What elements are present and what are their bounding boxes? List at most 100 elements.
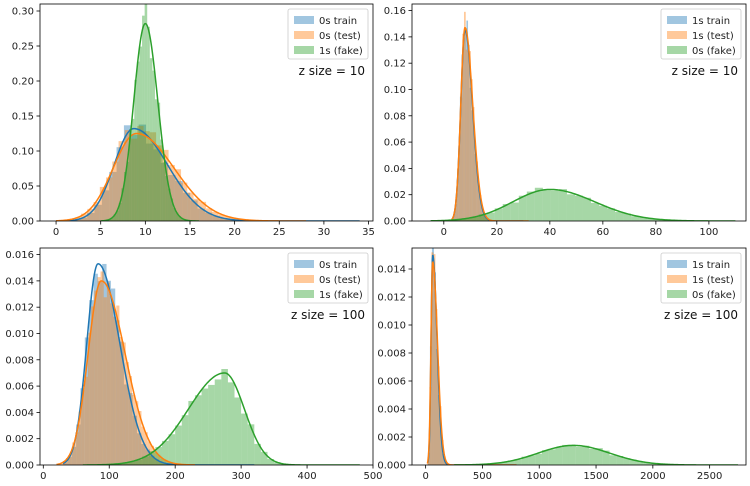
x-tick-label: 60 bbox=[596, 227, 609, 238]
histogram-bar bbox=[75, 432, 79, 465]
histogram-bar bbox=[160, 139, 163, 221]
histogram-bar bbox=[109, 171, 117, 221]
y-tick-label: 0.012 bbox=[377, 293, 406, 304]
histogram-bar bbox=[193, 198, 200, 221]
legend-box bbox=[287, 8, 369, 60]
axes-frame bbox=[39, 3, 374, 222]
histogram-bar bbox=[206, 208, 213, 221]
x-tick-label: 400 bbox=[298, 471, 317, 482]
histogram-bar bbox=[435, 349, 438, 465]
y-tick-label: 0.012 bbox=[5, 303, 34, 314]
histogram-bar bbox=[157, 454, 161, 465]
histogram-bar bbox=[170, 198, 174, 221]
histogram-bar bbox=[486, 212, 495, 221]
histogram-bar bbox=[470, 217, 479, 221]
histogram-bar bbox=[469, 51, 471, 221]
legend-label: 0s (fake) bbox=[692, 46, 736, 57]
histogram-bar bbox=[431, 252, 434, 465]
chart-panel-3: 0 100 200 300 400 500 0.000 0.002 0.004 0.006 0.00… bbox=[5, 247, 383, 482]
z-size-annotation: z size = 100 bbox=[664, 308, 738, 322]
y-tick-label: 0.010 bbox=[377, 321, 406, 332]
kde-line-0s-test- bbox=[56, 280, 195, 465]
histogram-bar bbox=[94, 290, 98, 465]
y-tick-label: 0.10 bbox=[12, 147, 34, 158]
histogram-bar bbox=[113, 214, 117, 221]
histogram-bar bbox=[483, 212, 485, 221]
histogram-bar bbox=[464, 30, 467, 221]
histogram-bar bbox=[472, 122, 475, 221]
histogram-bar bbox=[181, 415, 189, 465]
histogram-bar bbox=[154, 459, 159, 465]
histogram-bar bbox=[616, 456, 624, 465]
histogram-bar bbox=[89, 300, 94, 465]
x-tick-label: 80 bbox=[650, 227, 663, 238]
histogram-bar bbox=[541, 450, 549, 465]
histogram-bar bbox=[143, 131, 150, 221]
histogram-bar bbox=[548, 449, 556, 465]
histogram-bar bbox=[469, 87, 472, 221]
histogram-bar bbox=[161, 440, 169, 465]
y-tick-label: 0.14 bbox=[384, 32, 406, 43]
z-size-annotation: z size = 10 bbox=[299, 64, 365, 78]
x-tick-label: 100 bbox=[699, 227, 718, 238]
histogram-bar bbox=[141, 426, 145, 465]
legend-label: 0s train bbox=[319, 16, 357, 27]
histogram-bar bbox=[472, 107, 475, 221]
histogram-bar bbox=[71, 446, 77, 465]
histogram-bar bbox=[63, 462, 68, 465]
histogram-bar bbox=[126, 161, 130, 221]
histogram-bar bbox=[154, 99, 158, 221]
histogram-bar bbox=[112, 161, 119, 221]
histogram-bar bbox=[148, 451, 156, 465]
legend-swatch bbox=[294, 16, 314, 24]
histogram-bar bbox=[453, 211, 456, 221]
histogram-bar bbox=[97, 281, 103, 465]
histogram-bar bbox=[190, 200, 198, 221]
histogram-bar bbox=[122, 342, 126, 465]
histogram-bar bbox=[149, 132, 157, 221]
histogram-bar bbox=[142, 15, 145, 221]
axes-frame bbox=[39, 247, 374, 466]
histogram-bar bbox=[589, 448, 597, 465]
histogram-bar bbox=[72, 442, 76, 465]
histogram-bar bbox=[476, 161, 478, 221]
histogram-bar bbox=[463, 11, 466, 221]
histogram-bar bbox=[80, 388, 85, 465]
histogram-bar bbox=[101, 190, 110, 221]
histogram-bar bbox=[474, 146, 477, 221]
histogram-bar bbox=[267, 459, 275, 465]
histogram-bar bbox=[474, 153, 477, 221]
histogram-bar bbox=[227, 219, 235, 221]
histogram-bar bbox=[197, 208, 205, 221]
histogram-bar bbox=[460, 97, 463, 221]
histogram-bar bbox=[591, 202, 600, 221]
x-tick-label: 40 bbox=[543, 227, 556, 238]
histogram-bar bbox=[437, 366, 440, 465]
histogram-bar bbox=[562, 444, 569, 465]
x-tick-label: 1000 bbox=[527, 471, 552, 482]
histogram-bar bbox=[219, 218, 228, 221]
histogram-bar bbox=[458, 145, 460, 221]
histogram-bar bbox=[484, 216, 487, 221]
histogram-bar bbox=[157, 102, 161, 221]
histogram-bar bbox=[181, 182, 188, 221]
histogram-bar bbox=[623, 458, 630, 465]
histogram-bar bbox=[134, 79, 137, 221]
histogram-bar bbox=[124, 130, 132, 221]
legend-box bbox=[660, 252, 742, 304]
histogram-bar bbox=[468, 44, 470, 221]
legend-swatch bbox=[667, 290, 687, 298]
histogram-bar bbox=[481, 207, 483, 221]
histogram-bar bbox=[59, 463, 63, 465]
x-tick-label: 5 bbox=[98, 227, 104, 238]
histogram-bar bbox=[137, 125, 144, 221]
y-tick-label: 0.15 bbox=[12, 112, 34, 123]
histogram-0s-fake- bbox=[454, 444, 725, 465]
histogram-bar bbox=[94, 204, 102, 221]
histogram-bar bbox=[175, 212, 179, 221]
kde-line-1s-fake- bbox=[82, 372, 360, 465]
histogram-bar bbox=[93, 202, 100, 221]
y-tick-label: 0.12 bbox=[384, 59, 406, 70]
legend: 1s train 1s (test) 0s (fake) bbox=[660, 252, 742, 304]
